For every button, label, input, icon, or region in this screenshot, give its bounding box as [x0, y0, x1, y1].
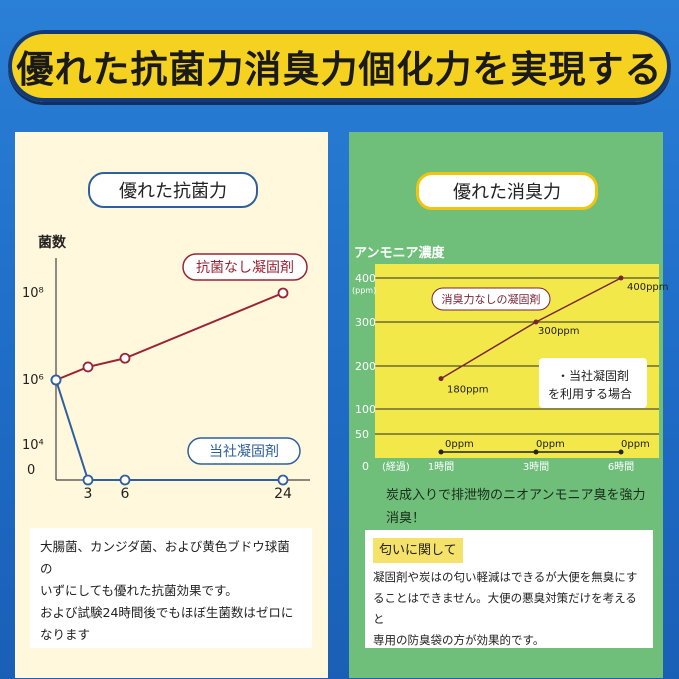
legend-box-our-product-right: [539, 358, 647, 408]
caption-line: 消臭！: [386, 511, 426, 526]
y-tick-label: 50: [355, 428, 369, 441]
data-point: [82, 361, 94, 373]
legend-box-our-product: [187, 437, 301, 465]
data-point: [119, 474, 131, 486]
legend-our-product-right: ・当社凝固剤: [557, 368, 629, 383]
note-line: なります: [40, 627, 91, 642]
y-axis-label: 菌数: [38, 234, 67, 251]
legend-no-deodorant: 消臭力なしの凝固剤: [442, 292, 541, 306]
data-point: [50, 374, 62, 386]
title-banner: 優れた抗菌力消臭力個化力を実現する: [8, 30, 671, 102]
y-tick-label: 10⁶: [22, 373, 44, 388]
y-tick-label: 0: [362, 460, 369, 473]
data-point: [82, 474, 94, 486]
data-point: [119, 352, 131, 364]
deodorant-caption: 炭成入りで排泄物のニオアンモニア臭を強力 消臭！: [386, 484, 656, 530]
data-point: [438, 376, 444, 382]
legend-box-no-antibacterial: [182, 253, 308, 281]
legend-no-antibacterial: 抗菌なし凝固剤: [196, 260, 294, 276]
y-tick-label: 400: [355, 272, 376, 285]
x-tick-label: 3: [84, 486, 93, 502]
y-tick-label: 10⁴: [22, 438, 44, 453]
data-label: 0ppm: [445, 439, 474, 450]
data-label: 0ppm: [621, 439, 650, 450]
odor-note: 匂いに関して 凝固剤や炭はの匂い軽減はできるが大便を無臭にす ることはできません…: [365, 530, 653, 648]
legend-our-product-right: を利用する場合: [548, 386, 632, 401]
note-line: 大腸菌、カンジダ菌、および黄色ブドウ球菌の: [40, 539, 290, 576]
y-tick-label: 10⁸: [22, 286, 44, 301]
odor-note-tag: 匂いに関して: [373, 538, 463, 563]
antibacterial-note: 大腸菌、カンジダ菌、および黄色ブドウ球菌の いずにしても優れた抗菌効果です。 お…: [30, 528, 312, 648]
legend-box-no-deodorant: [431, 287, 551, 311]
data-point: [533, 319, 539, 325]
data-point: [618, 275, 624, 281]
x-tick-label: (経過): [382, 460, 410, 473]
series-line: [55, 379, 283, 481]
deodorant-heading: 優れた消臭力: [416, 172, 598, 210]
y-tick-label: 100: [355, 403, 376, 416]
y-tick-label: 0: [27, 463, 35, 478]
chart-title: アンモニア濃度: [354, 245, 445, 261]
page-title: 優れた抗菌力消臭力個化力を実現する: [16, 48, 663, 91]
data-label: 300ppm: [538, 326, 580, 337]
note-line: ることはできません。大便の悪臭対策だけを考えると: [373, 591, 637, 626]
y-tick-label: 300: [355, 316, 376, 329]
x-tick-label: 3時間: [523, 461, 549, 473]
data-point: [438, 449, 444, 455]
antibacterial-heading: 優れた抗菌力: [88, 172, 258, 208]
data-point: [618, 449, 624, 455]
note-line: および試験24時間後でもほぼ生菌数はゼロに: [40, 605, 294, 620]
data-point: [277, 474, 289, 486]
data-label: 400ppm: [627, 282, 669, 293]
data-label: 180ppm: [447, 385, 489, 396]
x-tick-label: 6: [121, 486, 130, 502]
series-line: [55, 292, 284, 381]
data-point: [533, 449, 539, 455]
note-line: いずにしても優れた抗菌効果です。: [40, 583, 238, 598]
x-tick-label: 6時間: [608, 461, 634, 473]
y-tick-label: 200: [355, 360, 376, 373]
data-point: [277, 287, 289, 299]
note-line: 凝固剤や炭はの匂い軽減はできるが大便を無臭にす: [373, 570, 638, 584]
legend-our-product: 当社凝固剤: [209, 444, 279, 460]
caption-line: 炭成入りで排泄物のニオアンモニア臭を強力: [386, 488, 646, 503]
y-unit-label: (ppm): [352, 286, 376, 295]
data-label: 0ppm: [536, 439, 565, 450]
x-tick-label: 24: [274, 486, 292, 502]
x-tick-label: 1時間: [428, 461, 454, 473]
note-line: 専用の防臭袋の方が効果的です。: [373, 633, 545, 647]
